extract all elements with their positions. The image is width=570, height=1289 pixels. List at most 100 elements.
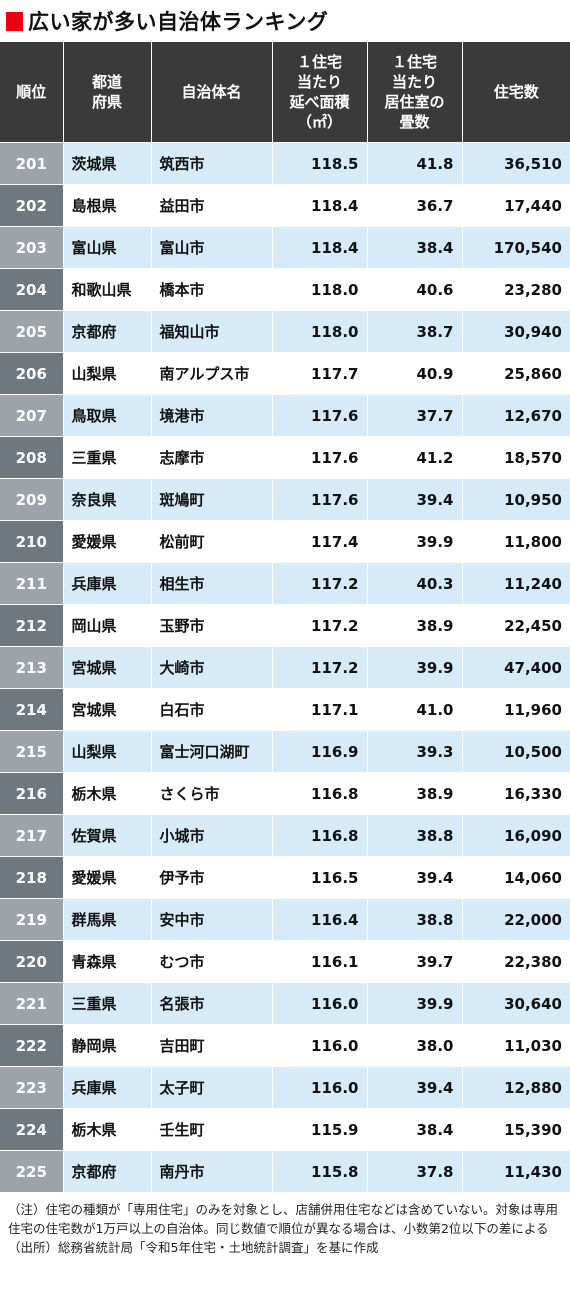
tatami-cell: 39.9	[366, 646, 462, 689]
houses-cell: 16,330	[461, 772, 570, 815]
municipality-cell: 境港市	[150, 394, 272, 437]
prefecture-cell: 山梨県	[62, 352, 151, 395]
prefecture-cell: 群馬県	[62, 898, 151, 941]
tatami-cell: 37.8	[366, 1150, 462, 1192]
title-bar: 広い家が多い自治体ランキング	[0, 0, 570, 42]
table-row: 216 栃木県 さくら市 116.8 38.9 16,330	[0, 772, 570, 815]
page-title: 広い家が多い自治体ランキング	[28, 10, 329, 34]
municipality-cell: さくら市	[150, 772, 272, 815]
rank-cell: 219	[0, 898, 63, 941]
header-tatami: １住宅 当たり 居住室の 畳数	[366, 42, 462, 143]
prefecture-cell: 愛媛県	[62, 856, 151, 899]
houses-cell: 30,940	[461, 310, 570, 353]
floor-area-cell: 116.5	[271, 856, 367, 899]
prefecture-cell: 奈良県	[62, 478, 151, 521]
tatami-cell: 40.3	[366, 562, 462, 605]
prefecture-cell: 島根県	[62, 184, 151, 227]
tatami-cell: 36.7	[366, 184, 462, 227]
municipality-cell: 志摩市	[150, 436, 272, 479]
rank-cell: 223	[0, 1066, 63, 1109]
floor-area-cell: 117.6	[271, 436, 367, 479]
tatami-cell: 38.9	[366, 604, 462, 647]
table-row: 214 宮城県 白石市 117.1 41.0 11,960	[0, 688, 570, 731]
table-row: 207 鳥取県 境港市 117.6 37.7 12,670	[0, 394, 570, 437]
floor-area-cell: 117.4	[271, 520, 367, 563]
municipality-cell: 名張市	[150, 982, 272, 1025]
table-header-row: 順位 都道 府県 自治体名 １住宅 当たり 延べ面積 （㎡） １住宅 当たり 居住室の …	[0, 42, 570, 143]
floor-area-cell: 118.4	[271, 226, 367, 269]
table-row: 203 富山県 富山市 118.4 38.4 170,540	[0, 226, 570, 269]
houses-cell: 23,280	[461, 268, 570, 311]
houses-cell: 25,860	[461, 352, 570, 395]
tatami-cell: 39.9	[366, 982, 462, 1025]
rank-cell: 209	[0, 478, 63, 521]
table-body: 201 茨城県 筑西市 118.5 41.8 36,510 202 島根県 益田市 118.4 36…	[0, 142, 570, 1192]
houses-cell: 47,400	[461, 646, 570, 689]
floor-area-cell: 117.6	[271, 394, 367, 437]
header-prefecture: 都道 府県	[62, 42, 151, 143]
rank-cell: 216	[0, 772, 63, 815]
rank-cell: 207	[0, 394, 63, 437]
houses-cell: 22,450	[461, 604, 570, 647]
municipality-cell: 玉野市	[150, 604, 272, 647]
municipality-cell: 吉田町	[150, 1024, 272, 1067]
note-source: （出所）総務省統計局「令和5年住宅・土地統計調査」を基に作成	[8, 1240, 379, 1255]
prefecture-cell: 栃木県	[62, 772, 151, 815]
floor-area-cell: 118.5	[271, 142, 367, 185]
houses-cell: 18,570	[461, 436, 570, 479]
note-caveat: （注）住宅の種類が「専用住宅」のみを対象とし、店舗併用住宅などは含めていない。対…	[8, 1202, 559, 1236]
table-row: 215 山梨県 富士河口湖町 116.9 39.3 10,500	[0, 730, 570, 773]
rank-cell: 224	[0, 1108, 63, 1151]
floor-area-cell: 116.0	[271, 982, 367, 1025]
municipality-cell: 伊予市	[150, 856, 272, 899]
table-row: 202 島根県 益田市 118.4 36.7 17,440	[0, 184, 570, 227]
municipality-cell: 南アルプス市	[150, 352, 272, 395]
table-row: 206 山梨県 南アルプス市 117.7 40.9 25,860	[0, 352, 570, 395]
houses-cell: 11,960	[461, 688, 570, 731]
rank-cell: 205	[0, 310, 63, 353]
rank-cell: 202	[0, 184, 63, 227]
municipality-cell: 壬生町	[150, 1108, 272, 1151]
tatami-cell: 38.4	[366, 226, 462, 269]
rank-cell: 211	[0, 562, 63, 605]
prefecture-cell: 佐賀県	[62, 814, 151, 857]
tatami-cell: 41.0	[366, 688, 462, 731]
table-row: 213 宮城県 大崎市 117.2 39.9 47,400	[0, 646, 570, 689]
houses-cell: 16,090	[461, 814, 570, 857]
table-row: 225 京都府 南丹市 115.8 37.8 11,430	[0, 1150, 570, 1192]
tatami-cell: 38.4	[366, 1108, 462, 1151]
floor-area-cell: 117.1	[271, 688, 367, 731]
floor-area-cell: 118.0	[271, 310, 367, 353]
rank-cell: 222	[0, 1024, 63, 1067]
rank-cell: 210	[0, 520, 63, 563]
notes: （注）住宅の種類が「専用住宅」のみを対象とし、店舗併用住宅などは含めていない。対…	[0, 1192, 570, 1257]
rank-cell: 203	[0, 226, 63, 269]
prefecture-cell: 山梨県	[62, 730, 151, 773]
municipality-cell: 相生市	[150, 562, 272, 605]
floor-area-cell: 118.4	[271, 184, 367, 227]
tatami-cell: 37.7	[366, 394, 462, 437]
floor-area-cell: 117.2	[271, 562, 367, 605]
rank-cell: 215	[0, 730, 63, 773]
prefecture-cell: 茨城県	[62, 142, 151, 185]
floor-area-cell: 116.8	[271, 772, 367, 815]
municipality-cell: 安中市	[150, 898, 272, 941]
prefecture-cell: 宮城県	[62, 646, 151, 689]
table-row: 217 佐賀県 小城市 116.8 38.8 16,090	[0, 814, 570, 857]
tatami-cell: 41.2	[366, 436, 462, 479]
rank-cell: 204	[0, 268, 63, 311]
houses-cell: 15,390	[461, 1108, 570, 1151]
municipality-cell: 小城市	[150, 814, 272, 857]
rank-cell: 201	[0, 142, 63, 185]
municipality-cell: むつ市	[150, 940, 272, 983]
table-row: 205 京都府 福知山市 118.0 38.7 30,940	[0, 310, 570, 353]
prefecture-cell: 兵庫県	[62, 1066, 151, 1109]
rank-cell: 225	[0, 1150, 63, 1192]
tatami-cell: 39.4	[366, 1066, 462, 1109]
rank-cell: 206	[0, 352, 63, 395]
floor-area-cell: 116.8	[271, 814, 367, 857]
houses-cell: 17,440	[461, 184, 570, 227]
houses-cell: 36,510	[461, 142, 570, 185]
municipality-cell: 富士河口湖町	[150, 730, 272, 773]
floor-area-cell: 116.0	[271, 1066, 367, 1109]
